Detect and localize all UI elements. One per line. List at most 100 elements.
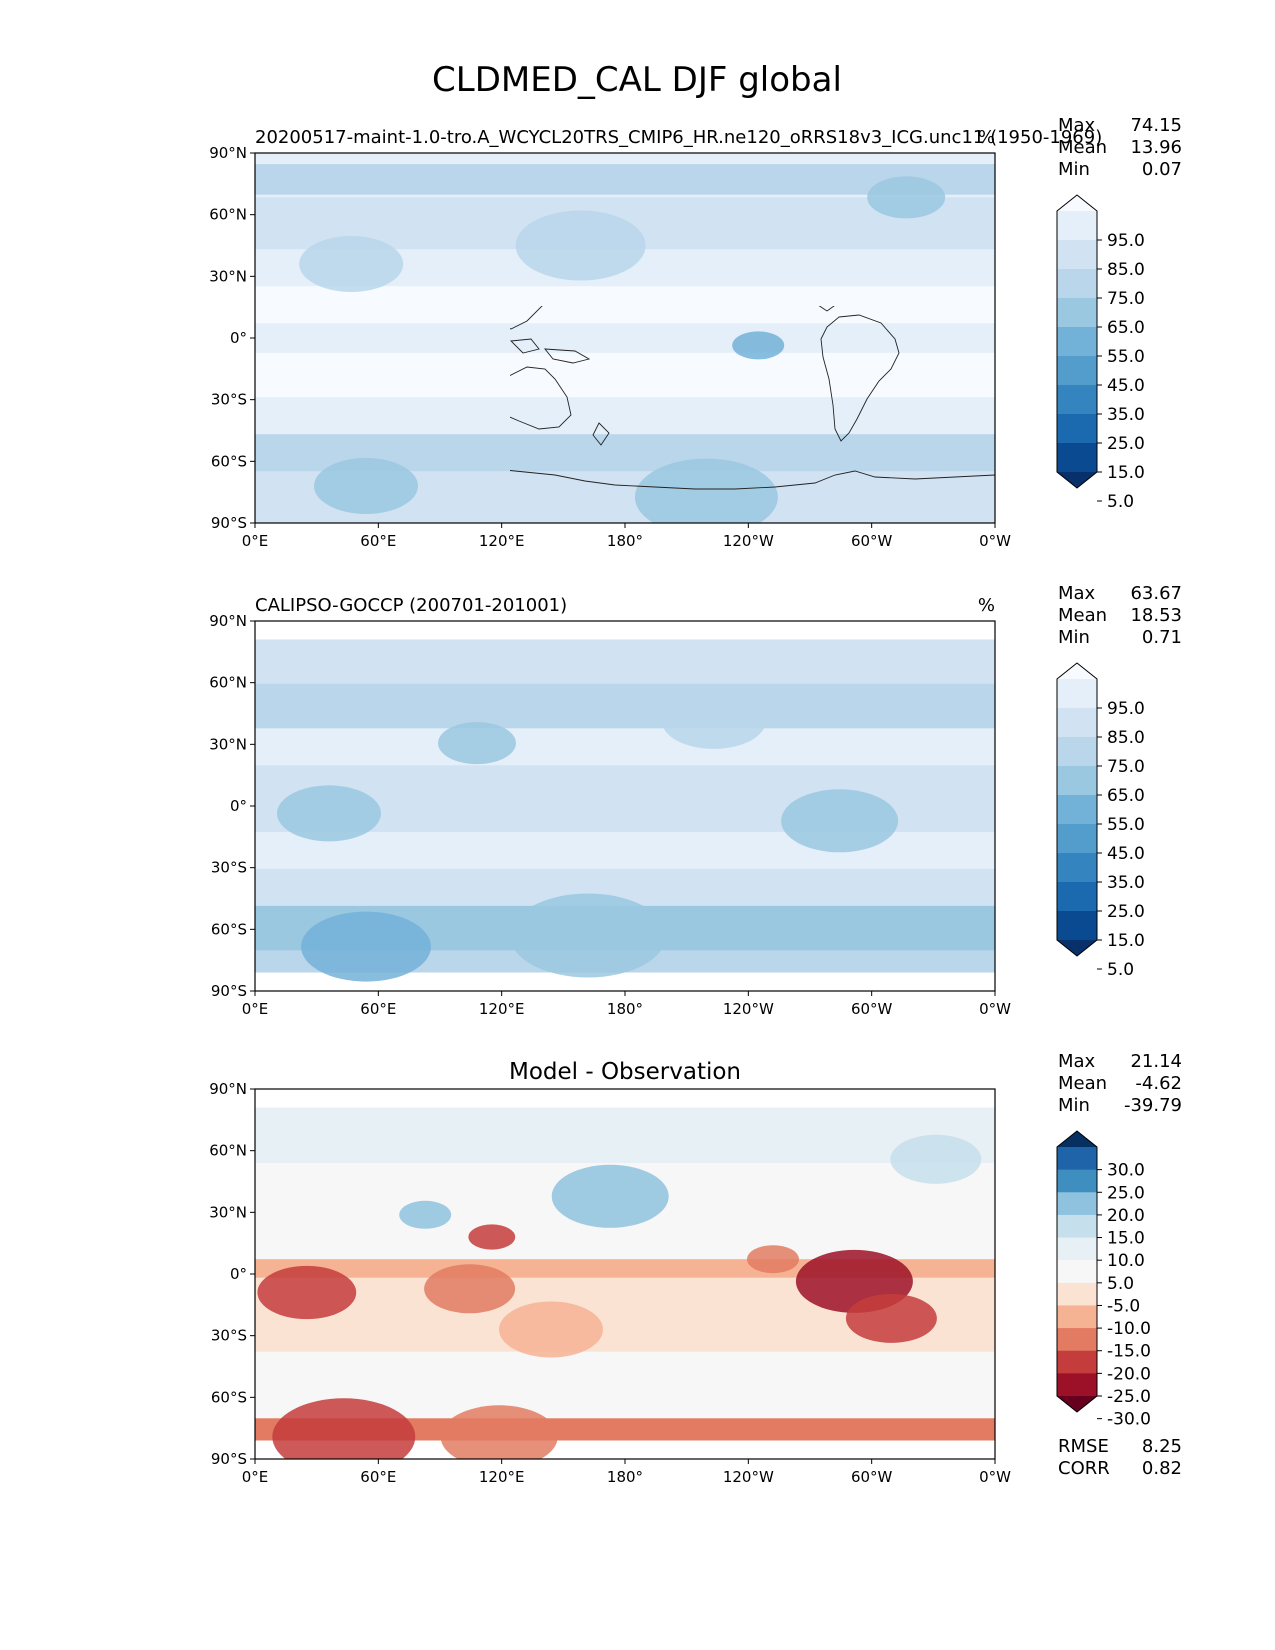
lon-tick-label: 60°W xyxy=(851,532,893,550)
colorbar-tick-label: 30.0 xyxy=(1107,1161,1145,1181)
colorbar-extend-min xyxy=(1057,940,1097,956)
field-anomaly xyxy=(747,1245,799,1274)
field-band xyxy=(255,1418,995,1442)
stat-label: Max xyxy=(1058,583,1096,604)
lon-tick-label: 180° xyxy=(607,532,643,550)
lat-tick-label: 30°S xyxy=(211,1327,247,1345)
colorbar-tick-label: -15.0 xyxy=(1107,1342,1151,1362)
lon-tick-label: 120°E xyxy=(479,1000,525,1018)
field-band xyxy=(255,639,995,685)
lat-tick-label: 90°S xyxy=(211,514,247,532)
colorbar-swatch xyxy=(1057,1214,1097,1239)
lon-tick-label: 120°E xyxy=(479,532,525,550)
field-anomaly xyxy=(299,236,404,292)
colorbar-swatch xyxy=(1057,853,1097,883)
colorbar-swatch xyxy=(1057,327,1097,357)
colorbar-tick-label: 85.0 xyxy=(1107,728,1145,748)
colorbar-extend-min xyxy=(1057,472,1097,488)
lon-tick-label: 0°E xyxy=(242,1000,269,1018)
colorbar-swatch xyxy=(1057,269,1097,299)
field-band xyxy=(255,1089,995,1109)
field-anomaly xyxy=(732,331,785,360)
field-anomaly xyxy=(634,458,778,523)
stat-label: Min xyxy=(1058,627,1090,648)
field-band xyxy=(255,683,995,730)
lon-tick-label: 0°W xyxy=(979,1000,1011,1018)
colorbar-tick-label: 45.0 xyxy=(1107,376,1145,396)
lon-tick-label: 120°W xyxy=(723,1000,774,1018)
colorbar-tick-label: 75.0 xyxy=(1107,757,1145,777)
field-anomaly xyxy=(510,893,666,978)
field-band xyxy=(255,765,995,796)
colorbar-tick-label: 25.0 xyxy=(1107,902,1145,922)
colorbar-tick-label: -30.0 xyxy=(1107,1410,1151,1430)
stat-value: 18.53 xyxy=(1130,605,1182,626)
field-anomaly xyxy=(781,789,899,853)
lat-tick-label: 60°S xyxy=(211,452,247,470)
stat-label: Mean xyxy=(1058,1073,1107,1094)
colorbar-swatch xyxy=(1057,1237,1097,1261)
field-anomaly xyxy=(301,911,431,982)
stat-value: -4.62 xyxy=(1135,1073,1182,1094)
lat-tick-label: 60°N xyxy=(209,206,247,224)
colorbar-swatch xyxy=(1057,298,1097,328)
lat-tick-label: 60°S xyxy=(211,1388,247,1406)
field-anomaly xyxy=(399,1200,452,1229)
colorbar: 95.0 85.0 75.0 65.0 55.0 45.0 35.0 25.0 15.0 5.0 xyxy=(1056,662,1145,980)
stat-value: 74.15 xyxy=(1130,115,1182,136)
lat-tick-label: 90°N xyxy=(209,1080,247,1098)
lat-tick-label: 90°N xyxy=(209,144,247,162)
field-anomaly xyxy=(424,1264,516,1314)
panel-center-title: Model - Observation xyxy=(509,1059,741,1085)
lon-tick-label: 60°E xyxy=(360,1468,396,1486)
colorbar-tick-label: 65.0 xyxy=(1107,786,1145,806)
colorbar-tick-label: 10.0 xyxy=(1107,1251,1145,1271)
field-anomaly xyxy=(440,1405,558,1459)
colorbar-tick-label: 95.0 xyxy=(1107,699,1145,719)
colorbar-swatch xyxy=(1057,414,1097,444)
lat-tick-label: 90°N xyxy=(209,612,247,630)
stat-value: -39.79 xyxy=(1124,1095,1182,1116)
colorbar-swatch xyxy=(1057,708,1097,738)
colorbar-swatch xyxy=(1057,1328,1097,1352)
lon-tick-label: 0°W xyxy=(979,1468,1011,1486)
colorbar-swatch xyxy=(1057,385,1097,415)
panel-left-title: CALIPSO-GOCCP (200701-201001) xyxy=(255,595,567,616)
colorbar-tick-label: 45.0 xyxy=(1107,844,1145,864)
colorbar-tick-label: 85.0 xyxy=(1107,260,1145,280)
lat-tick-label: 30°S xyxy=(211,859,247,877)
colorbar-tick-label: 75.0 xyxy=(1107,289,1145,309)
lat-tick-label: 60°N xyxy=(209,674,247,692)
stat-value: 21.14 xyxy=(1130,1051,1182,1072)
stat-label: Mean xyxy=(1058,605,1107,626)
field-band xyxy=(255,621,995,641)
lat-tick-label: 90°S xyxy=(211,1450,247,1468)
field-band xyxy=(255,972,995,991)
lat-tick-label: 0° xyxy=(230,329,247,347)
field-anomaly xyxy=(438,722,516,765)
colorbar-swatch xyxy=(1057,1282,1097,1306)
stat-label: RMSE xyxy=(1058,1436,1109,1457)
field-anomaly xyxy=(314,458,418,514)
lon-tick-label: 60°W xyxy=(851,1468,893,1486)
colorbar-swatch xyxy=(1057,443,1097,473)
field-anomaly xyxy=(499,1301,603,1358)
lat-tick-label: 30°N xyxy=(209,1203,247,1221)
colorbar-swatch xyxy=(1057,795,1097,825)
colorbar-swatch xyxy=(1057,824,1097,854)
colorbar-tick-label: -10.0 xyxy=(1107,1319,1151,1339)
colorbar-swatch xyxy=(1057,211,1097,241)
colorbar-tick-label: 25.0 xyxy=(1107,434,1145,454)
figure-title: CLDMED_CAL DJF global xyxy=(432,60,842,100)
colorbar: 95.0 85.0 75.0 65.0 55.0 45.0 35.0 25.0 15.0 5.0 xyxy=(1056,194,1145,512)
colorbar-swatch xyxy=(1057,1373,1097,1397)
colorbar-extend-min xyxy=(1057,1396,1097,1412)
colorbar-tick-label: -25.0 xyxy=(1107,1387,1151,1407)
colorbar-tick-label: 15.0 xyxy=(1107,463,1145,483)
colorbar-tick-label: 55.0 xyxy=(1107,347,1145,367)
colorbar-swatch xyxy=(1057,1305,1097,1329)
field-anomaly xyxy=(551,1164,669,1228)
lat-tick-label: 30°S xyxy=(211,391,247,409)
field-anomaly xyxy=(257,1265,357,1320)
stat-value: 63.67 xyxy=(1130,583,1182,604)
